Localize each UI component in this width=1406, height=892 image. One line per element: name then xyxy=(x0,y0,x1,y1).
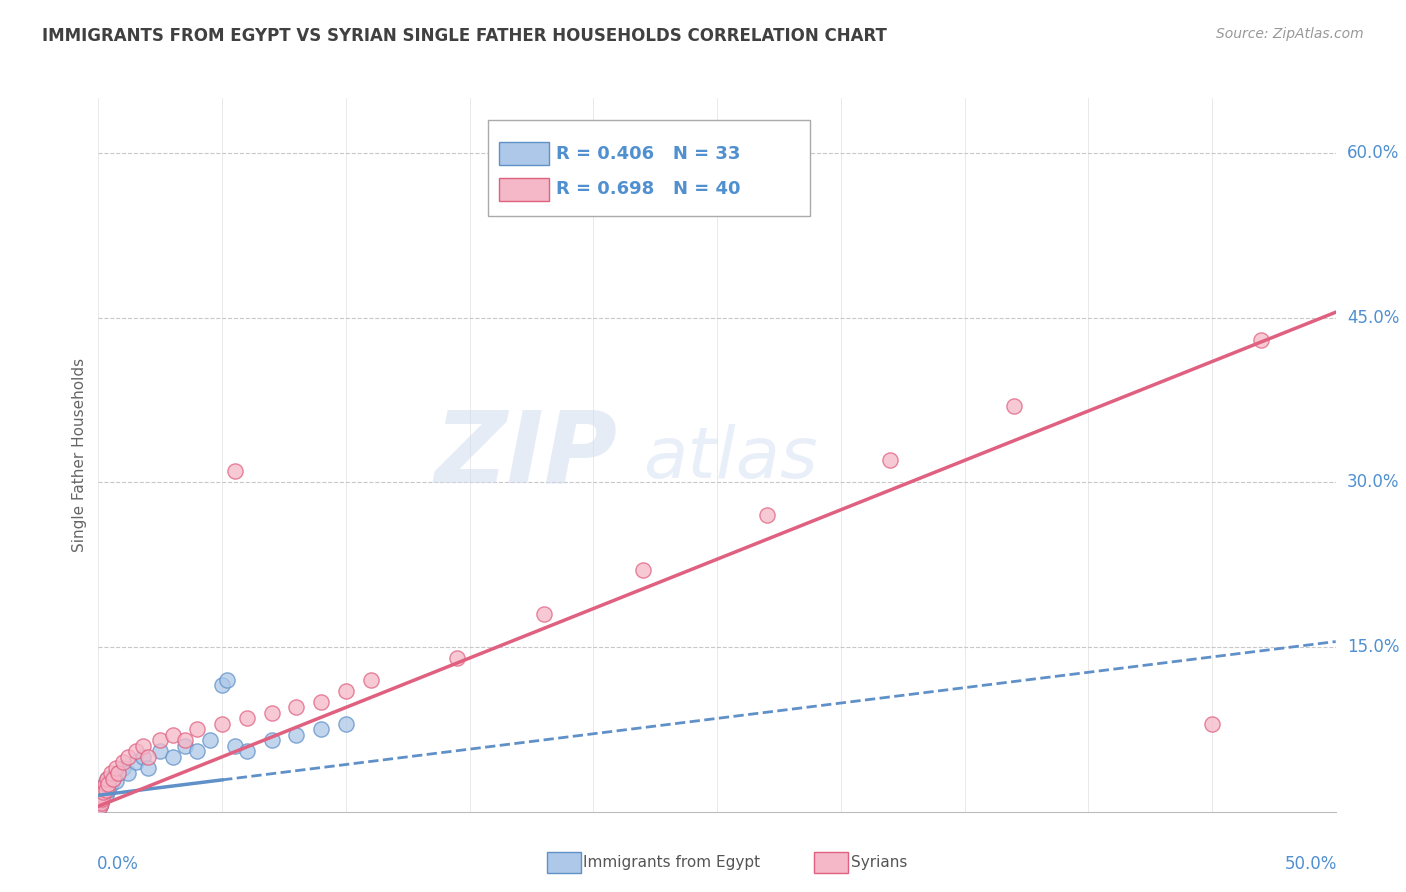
Point xyxy=(97,777,120,791)
Text: IMMIGRANTS FROM EGYPT VS SYRIAN SINGLE FATHER HOUSEHOLDS CORRELATION CHART: IMMIGRANTS FROM EGYPT VS SYRIAN SINGLE F… xyxy=(42,27,887,45)
Text: Syrians: Syrians xyxy=(851,855,907,870)
Text: R = 0.698   N = 40: R = 0.698 N = 40 xyxy=(557,180,741,198)
Point xyxy=(174,733,197,747)
Point xyxy=(96,772,118,786)
Point xyxy=(104,774,127,789)
Point xyxy=(236,744,259,758)
Point xyxy=(90,789,112,803)
Point xyxy=(533,607,555,621)
Text: R = 0.406   N = 33: R = 0.406 N = 33 xyxy=(557,145,741,162)
Point xyxy=(90,796,112,810)
Point xyxy=(132,749,155,764)
Point xyxy=(91,782,114,797)
Point xyxy=(112,761,135,775)
Point xyxy=(162,728,184,742)
Point xyxy=(93,777,115,791)
Point xyxy=(136,761,159,775)
Text: atlas: atlas xyxy=(643,424,817,493)
Point xyxy=(94,782,117,797)
Text: 45.0%: 45.0% xyxy=(1347,309,1399,326)
Point xyxy=(149,733,172,747)
Point xyxy=(93,785,115,799)
Text: 60.0%: 60.0% xyxy=(1347,144,1399,162)
Point xyxy=(224,739,246,753)
Point xyxy=(132,739,155,753)
Point xyxy=(879,453,901,467)
Point xyxy=(97,782,120,797)
Point xyxy=(94,789,117,803)
Point xyxy=(103,772,125,786)
FancyBboxPatch shape xyxy=(499,143,548,165)
Y-axis label: Single Father Households: Single Father Households xyxy=(72,358,87,552)
Point xyxy=(117,766,139,780)
Point xyxy=(100,777,122,791)
Point xyxy=(93,785,115,799)
Point xyxy=(93,777,115,791)
Point xyxy=(89,794,111,808)
Point xyxy=(89,794,111,808)
Text: ZIP: ZIP xyxy=(434,407,619,503)
Point xyxy=(89,799,111,814)
Point xyxy=(90,796,112,810)
Text: 30.0%: 30.0% xyxy=(1347,474,1399,491)
Point xyxy=(91,791,114,805)
Point xyxy=(260,733,283,747)
Point xyxy=(162,749,184,764)
Point xyxy=(136,749,159,764)
Text: 15.0%: 15.0% xyxy=(1347,638,1399,656)
Point xyxy=(260,706,283,720)
Point xyxy=(285,700,308,714)
Point xyxy=(755,508,778,523)
Point xyxy=(186,744,208,758)
Point xyxy=(90,789,112,803)
Point xyxy=(117,749,139,764)
Point xyxy=(198,733,221,747)
Point xyxy=(360,673,382,687)
Point xyxy=(309,695,332,709)
Point xyxy=(186,723,208,737)
Point xyxy=(631,563,654,577)
FancyBboxPatch shape xyxy=(499,178,548,201)
Text: Source: ZipAtlas.com: Source: ZipAtlas.com xyxy=(1216,27,1364,41)
Point xyxy=(224,464,246,478)
Point xyxy=(124,744,146,758)
Point xyxy=(335,684,357,698)
Point xyxy=(1250,333,1272,347)
Text: Immigrants from Egypt: Immigrants from Egypt xyxy=(583,855,761,870)
Point xyxy=(236,711,259,725)
Point xyxy=(285,728,308,742)
Point xyxy=(335,717,357,731)
Point xyxy=(107,766,129,780)
Point xyxy=(103,772,125,786)
Point xyxy=(124,756,146,770)
Point xyxy=(1002,399,1025,413)
FancyBboxPatch shape xyxy=(488,120,810,216)
Point xyxy=(89,799,111,814)
Point xyxy=(100,766,122,780)
Point xyxy=(107,766,129,780)
Point xyxy=(309,723,332,737)
Point xyxy=(96,772,118,786)
Point xyxy=(217,673,239,687)
Point xyxy=(91,791,114,805)
Point xyxy=(149,744,172,758)
Point xyxy=(1201,717,1223,731)
Point xyxy=(104,761,127,775)
Point xyxy=(211,717,233,731)
Point xyxy=(446,651,468,665)
Text: 50.0%: 50.0% xyxy=(1285,855,1337,872)
Point xyxy=(112,756,135,770)
Point xyxy=(91,782,114,797)
Point xyxy=(211,678,233,692)
Text: 0.0%: 0.0% xyxy=(97,855,139,872)
Point xyxy=(174,739,197,753)
